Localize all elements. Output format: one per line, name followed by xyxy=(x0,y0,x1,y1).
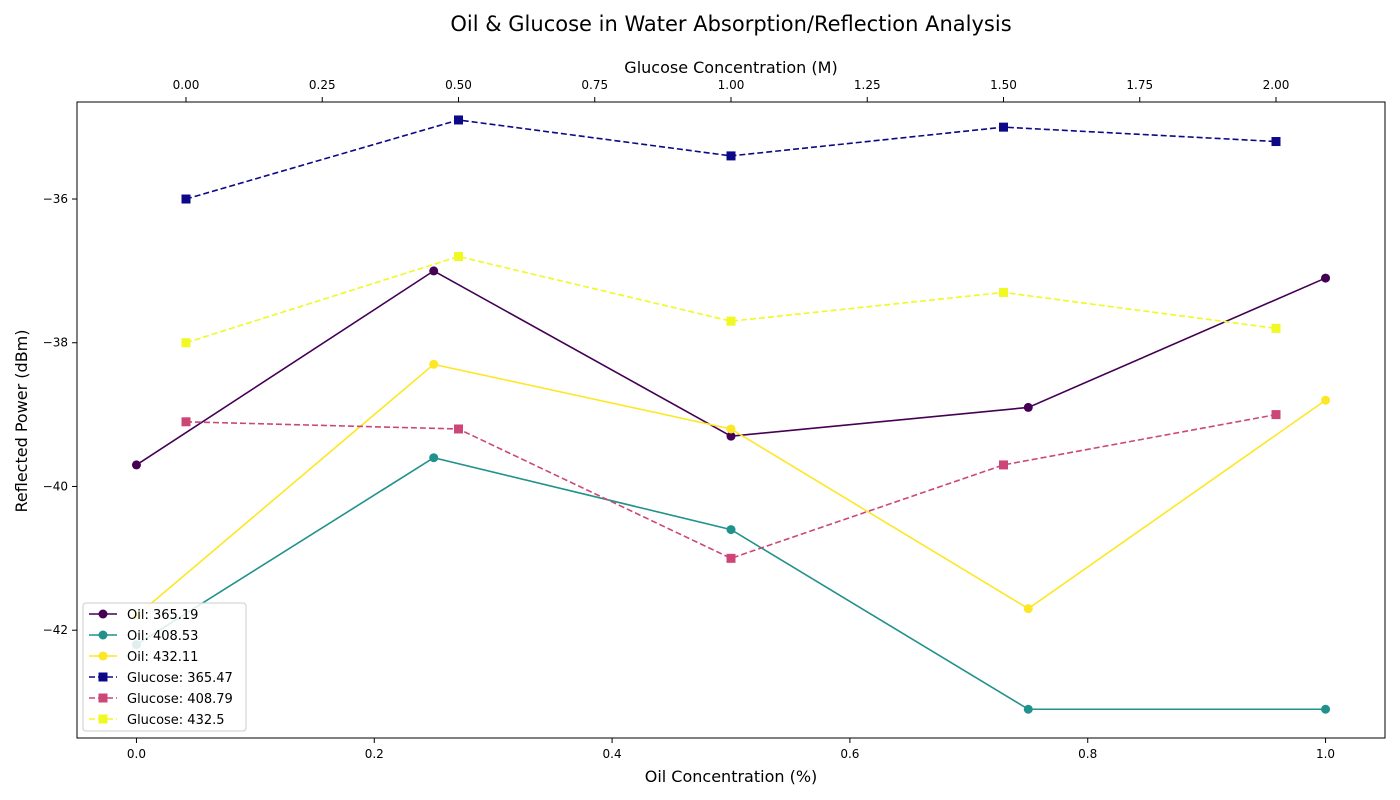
data-point xyxy=(454,252,463,262)
legend-label: Glucose: 365.47 xyxy=(127,671,233,686)
data-point xyxy=(999,460,1008,470)
series-layer xyxy=(131,115,1331,714)
series-line xyxy=(185,255,1277,344)
data-point xyxy=(726,525,736,535)
x-tick-label: 0.4 xyxy=(603,747,622,761)
x2-tick-label: 0.50 xyxy=(445,78,472,92)
data-point xyxy=(181,338,191,348)
series-line xyxy=(136,456,1326,711)
data-point xyxy=(726,151,736,161)
series-oil-0 xyxy=(131,266,1331,470)
legend-box xyxy=(82,602,247,732)
legend-marker xyxy=(98,672,108,682)
x2-tick-label: 0.00 xyxy=(173,78,200,92)
legend: Oil: 365.19 Oil: 408.53 Oil: 432.11 Glucose… xyxy=(82,602,247,732)
x-tick-label: 0.0 xyxy=(127,747,146,761)
legend-label: Oil: 408.53 xyxy=(127,629,198,644)
data-point xyxy=(999,122,1008,132)
x-tick-label: 0.2 xyxy=(365,747,384,761)
y-axis-title: Reflected Power (dBm) xyxy=(12,330,31,513)
data-point xyxy=(726,424,736,434)
x2-axis-title: Glucose Concentration (M) xyxy=(624,58,837,77)
series-glucose-3 xyxy=(181,115,1281,204)
x2-tick-label: 1.25 xyxy=(854,78,881,92)
y-tick-label: −38 xyxy=(43,336,68,350)
data-point xyxy=(1023,604,1033,614)
x2-tick-label: 0.25 xyxy=(309,78,336,92)
y-tick-label: −40 xyxy=(43,479,68,493)
series-line xyxy=(185,413,1277,560)
x-tick-label: 0.8 xyxy=(1078,747,1097,761)
data-point xyxy=(1271,137,1281,147)
x2-tick-label: 2.00 xyxy=(1263,78,1290,92)
y-tick-label: −42 xyxy=(43,623,68,637)
plot-area xyxy=(76,101,1386,739)
x-axis-title: Oil Concentration (%) xyxy=(645,767,818,786)
data-point xyxy=(429,453,439,463)
data-point xyxy=(429,359,439,369)
series-oil-2 xyxy=(131,359,1331,621)
data-point xyxy=(1023,704,1033,714)
data-point xyxy=(1321,395,1331,405)
y-tick-label: −36 xyxy=(43,192,68,206)
data-point xyxy=(1271,410,1281,420)
series-glucose-5 xyxy=(181,252,1281,348)
legend-marker xyxy=(98,651,108,661)
data-point xyxy=(429,266,439,276)
legend-marker xyxy=(98,609,108,619)
x2-tick-label: 1.50 xyxy=(990,78,1017,92)
legend-marker xyxy=(98,714,108,724)
data-point xyxy=(181,194,191,204)
series-oil-1 xyxy=(131,453,1331,714)
series-glucose-4 xyxy=(181,410,1281,563)
data-point xyxy=(1023,402,1033,412)
legend-label: Glucose: 408.79 xyxy=(127,692,233,707)
legend-marker xyxy=(98,693,108,703)
axis-ticks: 0.0 0.2 0.4 0.6 0.8 1.0 0.00 0.25 0.50 0.75 1.00 1.… xyxy=(43,78,1335,761)
chart-title: Oil & Glucose in Water Absorption/Reflec… xyxy=(450,12,1011,36)
data-point xyxy=(726,431,736,441)
data-point xyxy=(1321,273,1331,283)
data-point xyxy=(454,424,463,434)
data-point xyxy=(181,417,191,427)
x-tick-label: 1.0 xyxy=(1316,747,1335,761)
data-point xyxy=(454,115,463,125)
legend-label: Oil: 365.19 xyxy=(127,608,198,623)
x2-tick-label: 0.75 xyxy=(581,78,608,92)
legend-label: Glucose: 432.5 xyxy=(127,713,225,728)
data-point xyxy=(131,460,141,470)
x2-tick-label: 1.00 xyxy=(718,78,745,92)
x-tick-label: 0.6 xyxy=(840,747,859,761)
data-point xyxy=(726,553,736,563)
legend-marker xyxy=(98,630,108,640)
data-point xyxy=(1321,704,1331,714)
data-point xyxy=(999,287,1008,297)
legend-label: Oil: 432.11 xyxy=(127,650,198,665)
data-point xyxy=(726,316,736,326)
data-point xyxy=(1271,323,1281,333)
series-line xyxy=(135,363,1327,617)
x2-tick-label: 1.75 xyxy=(1126,78,1153,92)
